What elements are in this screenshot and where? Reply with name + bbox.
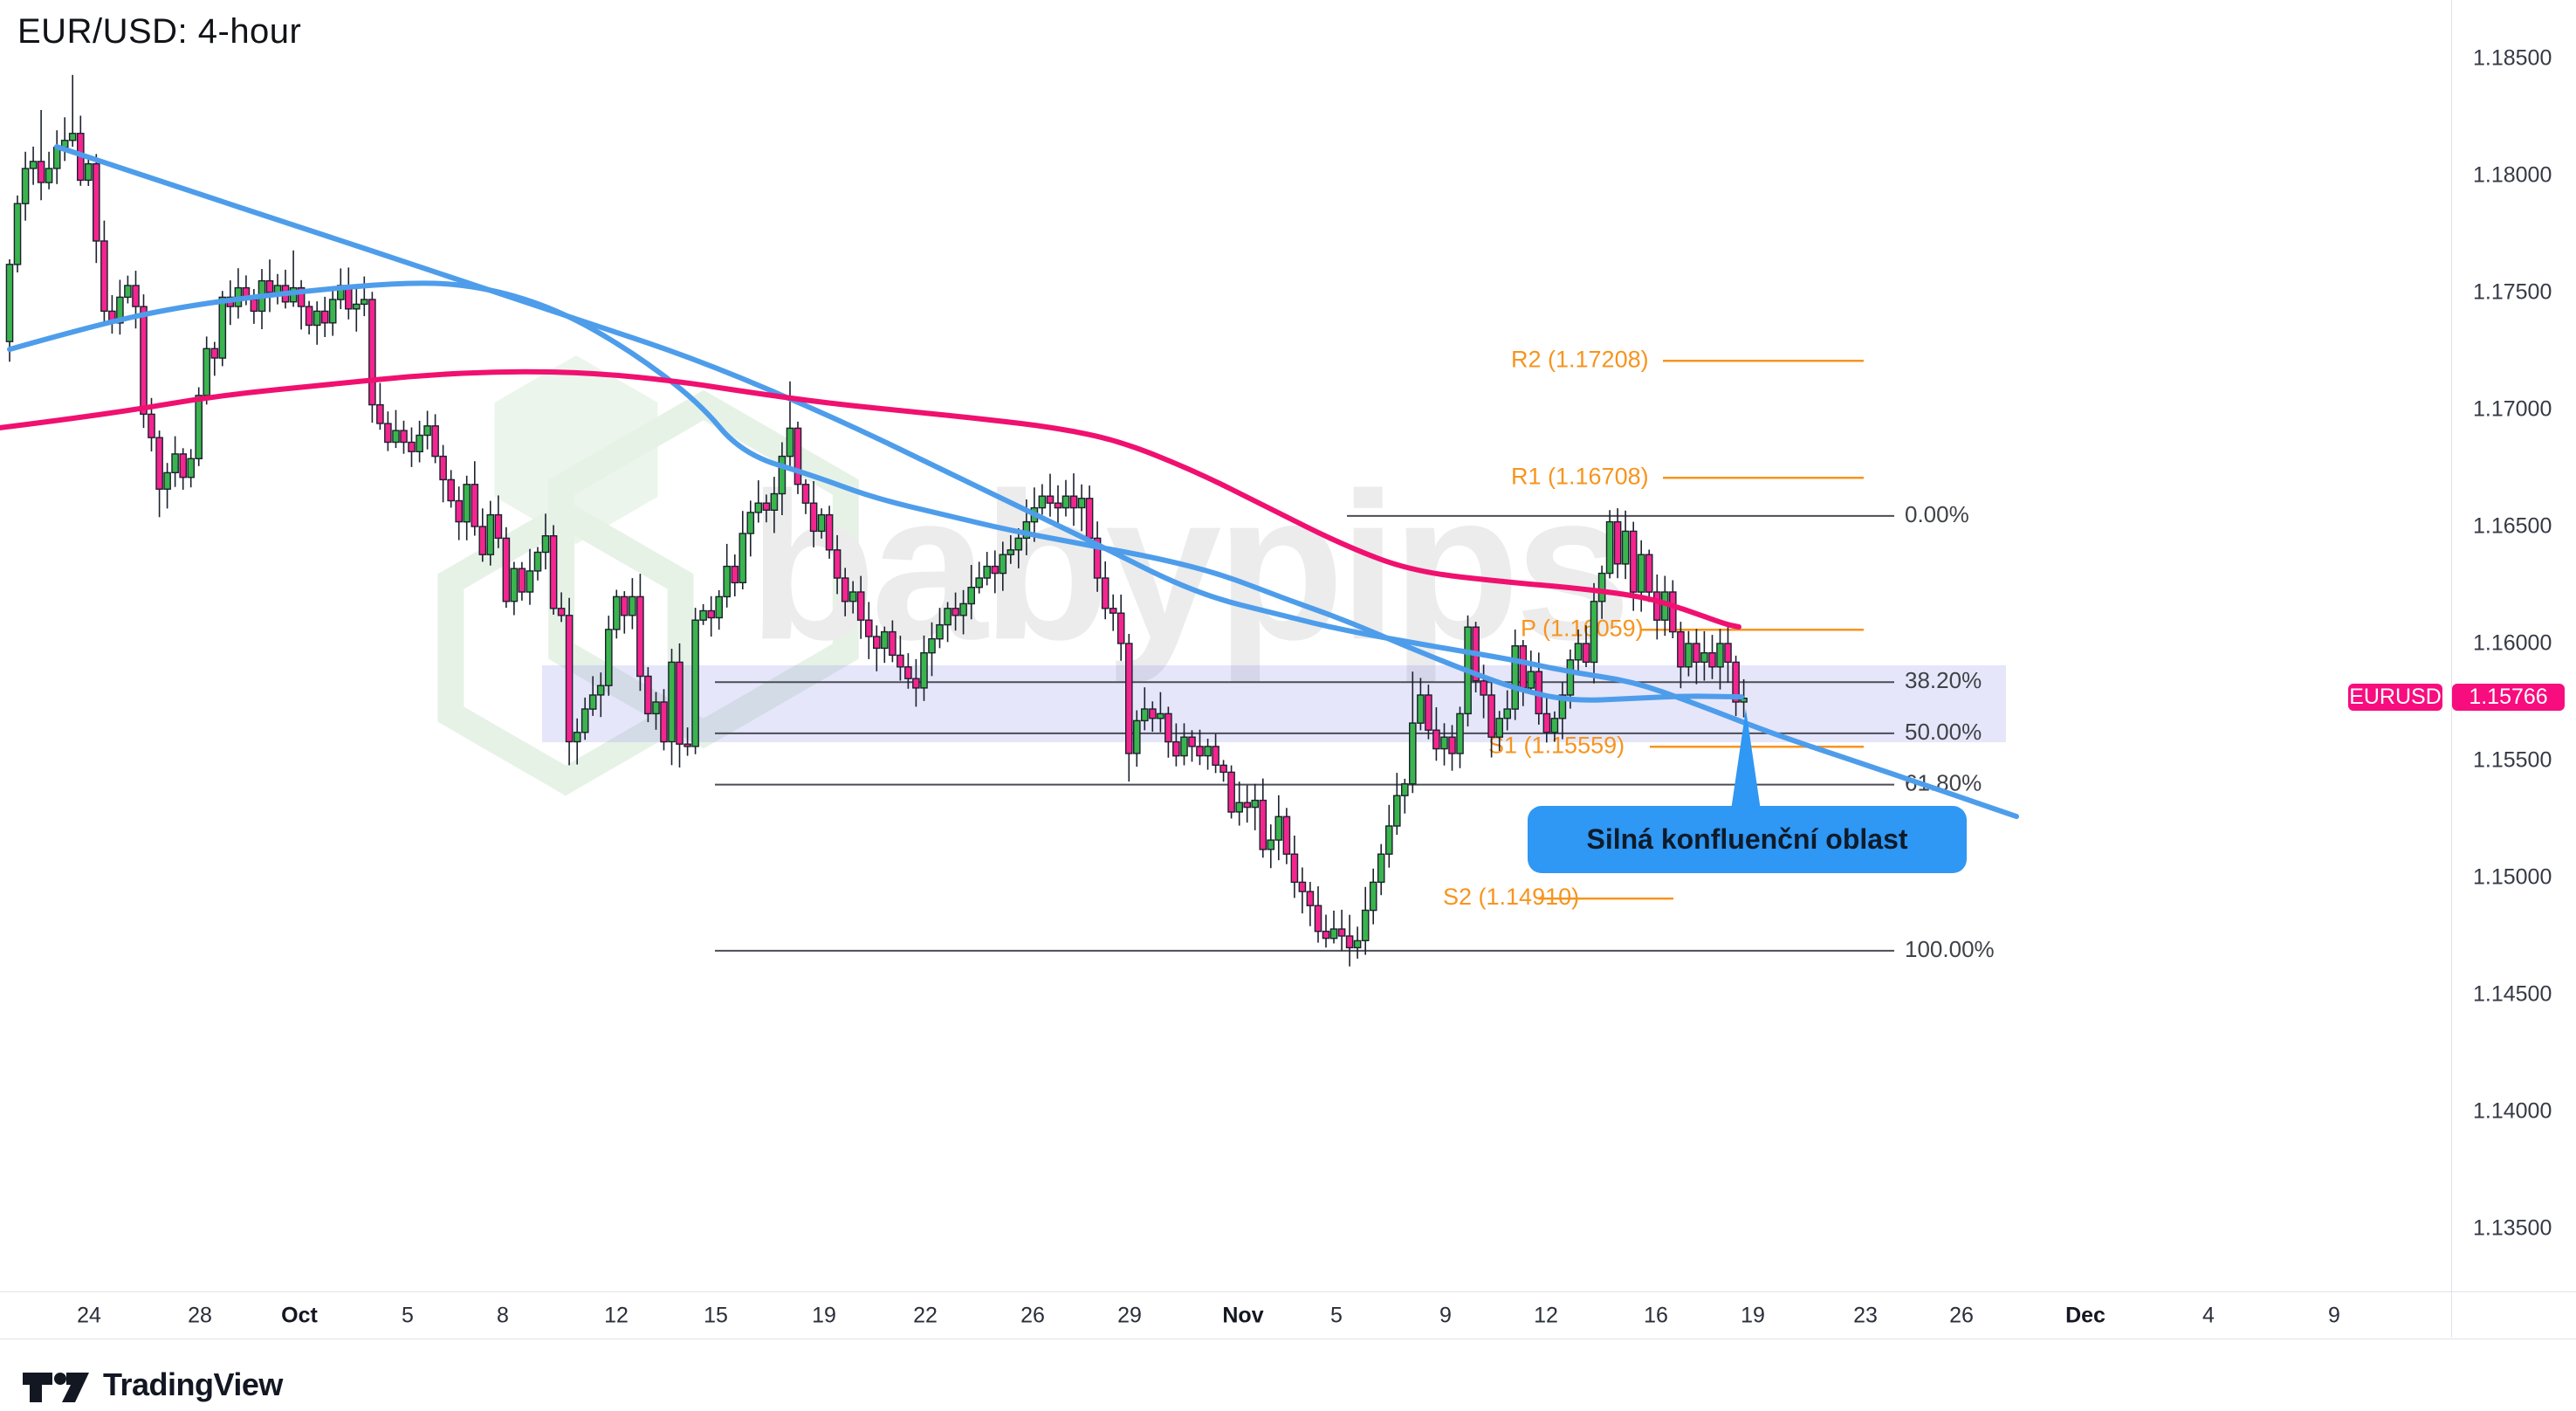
price-axis-label: 1.17500 — [2473, 279, 2552, 305]
time-axis[interactable]: 24 28 Oct 5 8 12 15 19 22 26 29 Nov 5 9 12 16 19 23 26 Dec 4… — [0, 1291, 2576, 1339]
time-axis-label: 4 — [2202, 1303, 2215, 1327]
fib-level-label: 38.20% — [1905, 667, 1982, 693]
price-axis-label: 1.15500 — [2473, 747, 2552, 773]
tradingview-logo-icon — [23, 1373, 89, 1402]
time-axis-label: 15 — [704, 1303, 728, 1327]
price-axis-label: 1.15000 — [2473, 864, 2552, 890]
pivot-level-label: P (1.16059) — [1521, 615, 1644, 641]
confluence-zone[interactable] — [542, 664, 2006, 743]
time-axis-label: Dec — [2065, 1303, 2105, 1327]
watermark-hexagon-icon — [437, 499, 694, 796]
pivot-level-label: R1 (1.16708) — [1511, 463, 1649, 489]
time-axis-label: 8 — [497, 1303, 509, 1327]
time-axis-label: 9 — [1439, 1303, 1452, 1327]
time-axis-label: Oct — [281, 1303, 318, 1327]
time-axis-label: 29 — [1117, 1303, 1142, 1327]
price-axis-label: 1.14000 — [2473, 1098, 2552, 1124]
tradingview-logo-text: TradingView — [103, 1366, 283, 1402]
price-axis-label: 1.16000 — [2473, 630, 2552, 656]
time-axis-label: 5 — [1330, 1303, 1343, 1327]
watermark-hexagon-icon — [494, 355, 658, 544]
time-axis-label: 19 — [812, 1303, 836, 1327]
pivot-level-label: R2 (1.17208) — [1511, 346, 1649, 372]
candlestick-series — [5, 74, 1748, 967]
fib-level-label: 50.00% — [1905, 719, 1982, 745]
time-axis-label: 5 — [402, 1303, 414, 1327]
price-axis[interactable]: 1.18500 1.18000 1.17500 1.17000 1.16500 1.160… — [2451, 0, 2576, 1338]
price-axis-label: 1.18500 — [2473, 45, 2552, 71]
time-axis-label: 19 — [1741, 1303, 1765, 1327]
ma-blue-fast[interactable] — [7, 280, 1744, 703]
time-axis-label: Nov — [1222, 1303, 1264, 1327]
page-title: EUR/USD: 4-hour — [17, 12, 302, 51]
price-axis-label: 1.16500 — [2473, 513, 2552, 539]
time-axis-label: 28 — [188, 1303, 212, 1327]
time-axis-label: 26 — [1949, 1303, 1974, 1327]
annotation-callout-pointer — [1731, 709, 1761, 810]
pivot-level-label: S1 (1.15559) — [1488, 732, 1625, 758]
last-price-symbol: EURUSD — [2348, 684, 2442, 711]
last-price-value: 1.15766 — [2452, 684, 2565, 711]
annotation-callout[interactable]: Silná konfluenční oblast — [1528, 806, 1967, 873]
ma-pink[interactable] — [0, 368, 1741, 630]
annotation-callout-text: Silná konfluenční oblast — [1586, 823, 1908, 855]
pivot-level-label: S2 (1.14910) — [1443, 884, 1579, 910]
time-axis-label: 22 — [913, 1303, 938, 1327]
time-axis-label: 23 — [1853, 1303, 1878, 1327]
fib-level-label: 100.00% — [1905, 936, 1995, 962]
time-axis-label: 12 — [604, 1303, 629, 1327]
tradingview-logo[interactable]: TradingView — [21, 1362, 283, 1408]
time-axis-label: 9 — [2328, 1303, 2340, 1327]
price-axis-label: 1.18000 — [2473, 162, 2552, 188]
price-axis-label: 1.13500 — [2473, 1215, 2552, 1241]
price-axis-label: 1.14500 — [2473, 981, 2552, 1007]
fib-level-label: 0.00% — [1905, 501, 1969, 527]
time-axis-label: 16 — [1644, 1303, 1668, 1327]
price-axis-label: 1.17000 — [2473, 396, 2552, 422]
ma-blue-slow[interactable] — [54, 144, 2019, 820]
time-axis-label: 26 — [1020, 1303, 1045, 1327]
time-axis-label: 24 — [77, 1303, 101, 1327]
time-axis-label: 12 — [1534, 1303, 1558, 1327]
